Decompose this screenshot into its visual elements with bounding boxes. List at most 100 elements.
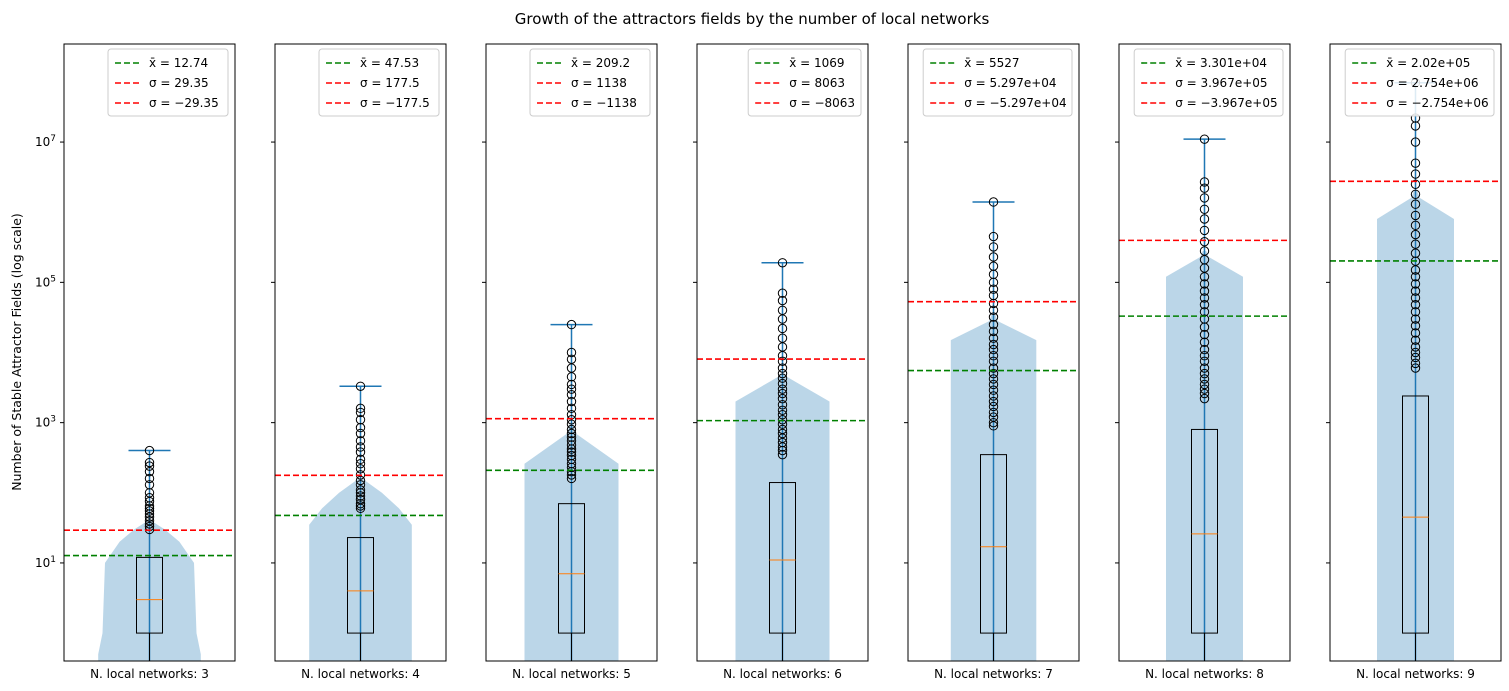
legend-entry: σ = 3.967e+05 (1175, 76, 1267, 90)
panel-plot-area (275, 381, 446, 661)
outlier-point (988, 407, 999, 418)
outlier-point (1199, 279, 1210, 289)
outlier-point (566, 419, 577, 429)
outlier-point (988, 374, 999, 384)
outlier-point (777, 295, 788, 306)
outlier-point (355, 436, 366, 446)
legend: x̄ = 3.301e+04 σ = 3.967e+05 σ = −3.967e+0… (1133, 48, 1284, 117)
outlier-point (988, 385, 999, 395)
outlier-point (566, 403, 577, 414)
outlier-point (1410, 328, 1421, 338)
subplot-panels: 101 103 105 107 N. local networks: 3 x̄ = 12.… (35, 43, 1502, 681)
outlier-point (777, 409, 788, 420)
outlier-point (1410, 279, 1421, 289)
outlier-point (988, 339, 999, 350)
outlier-point (777, 323, 788, 334)
outlier-point (355, 464, 366, 474)
outlier-point (144, 516, 155, 526)
outlier-point (1410, 199, 1421, 209)
outlier-point (1199, 356, 1210, 366)
outlier-point (1410, 347, 1421, 358)
outlier-point (355, 485, 366, 495)
outlier-point (144, 445, 155, 456)
outlier-point (777, 373, 788, 383)
outlier-point (1410, 137, 1421, 147)
outlier-point (1410, 335, 1421, 345)
outlier-point (355, 403, 366, 414)
subplot-2: N. local networks: 4 x̄ = 47.53 σ = 177.5 σ… (271, 43, 447, 681)
panel-plot-area (1330, 78, 1501, 661)
outlier-point (777, 258, 788, 268)
y-tick-label: 107 (35, 134, 56, 149)
outlier-point (988, 368, 999, 379)
outlier-point (777, 384, 788, 394)
outlier-point (988, 391, 999, 401)
outlier-point (1410, 272, 1421, 282)
outlier-point (1199, 337, 1210, 347)
legend-entry: σ = 8063 (789, 76, 845, 90)
outlier-point (1199, 351, 1210, 361)
outlier-point (1199, 314, 1210, 324)
subplot-3: N. local networks: 5 x̄ = 209.2 σ = 1138 σ … (482, 43, 658, 681)
x-axis-label: N. local networks: 4 (301, 667, 420, 681)
legend-entry: σ = −2.754e+06 (1386, 96, 1488, 110)
outlier-point (777, 400, 788, 410)
legend-frame (1344, 48, 1495, 117)
outlier-point (777, 437, 788, 448)
panel-plot-area (1119, 134, 1290, 661)
outlier-point (1410, 321, 1421, 331)
outlier-point (1199, 286, 1210, 296)
outlier-point (144, 519, 155, 529)
outlier-point (1199, 225, 1210, 236)
outlier-point (988, 356, 999, 366)
outlier-point (566, 390, 577, 400)
y-tick-label: 101 (35, 555, 56, 570)
outlier-point (566, 473, 577, 484)
outlier-point (355, 442, 366, 452)
outlier-point (1199, 236, 1210, 247)
outlier-point (144, 506, 155, 516)
outlier-point (144, 466, 155, 477)
legend-entry: x̄ = 12.74 (149, 56, 208, 70)
x-axis-label: N. local networks: 3 (90, 667, 209, 681)
outlier-point (1410, 121, 1421, 131)
outlier-point (988, 312, 999, 322)
panel-frame (63, 43, 236, 662)
outlier-point (566, 319, 577, 330)
outlier-point (1410, 300, 1421, 310)
legend-entry: σ = −29.35 (149, 96, 219, 110)
outlier-point (1410, 352, 1421, 363)
outlier-point (355, 458, 366, 469)
outlier-point (777, 356, 788, 366)
outlier-point (1410, 220, 1421, 231)
outlier-point (988, 396, 999, 407)
outlier-point (355, 454, 366, 465)
outlier-point (1199, 134, 1210, 144)
outlier-point (988, 344, 999, 355)
outlier-point (777, 305, 788, 315)
outlier-point (1410, 286, 1421, 296)
outlier-point (355, 494, 366, 505)
outlier-point (988, 231, 999, 242)
legend-entry: x̄ = 1069 (789, 56, 844, 70)
panel-plot-area (908, 197, 1079, 661)
outlier-point (988, 242, 999, 252)
outlier-point (1410, 179, 1421, 189)
outlier-point (777, 428, 788, 439)
outlier-point (1410, 358, 1421, 369)
outlier-point (777, 388, 788, 399)
outlier-point (144, 503, 155, 514)
outlier-point (1199, 214, 1210, 224)
outlier-point (988, 401, 999, 412)
outlier-point (1199, 183, 1210, 193)
subplot-7: N. local networks: 9 x̄ = 2.02e+05 σ = 2.7… (1326, 43, 1502, 681)
outlier-point (777, 363, 788, 373)
outlier-point (1410, 363, 1421, 373)
outlier-point (1199, 388, 1210, 399)
outlier-point (1199, 368, 1210, 379)
outlier-point (1410, 158, 1421, 168)
outlier-point (988, 333, 999, 343)
legend: x̄ = 2.02e+05 σ = 2.754e+06 σ = −2.754e+06 (1344, 48, 1495, 117)
outlier-point (1410, 342, 1421, 352)
legend-frame (318, 48, 440, 117)
